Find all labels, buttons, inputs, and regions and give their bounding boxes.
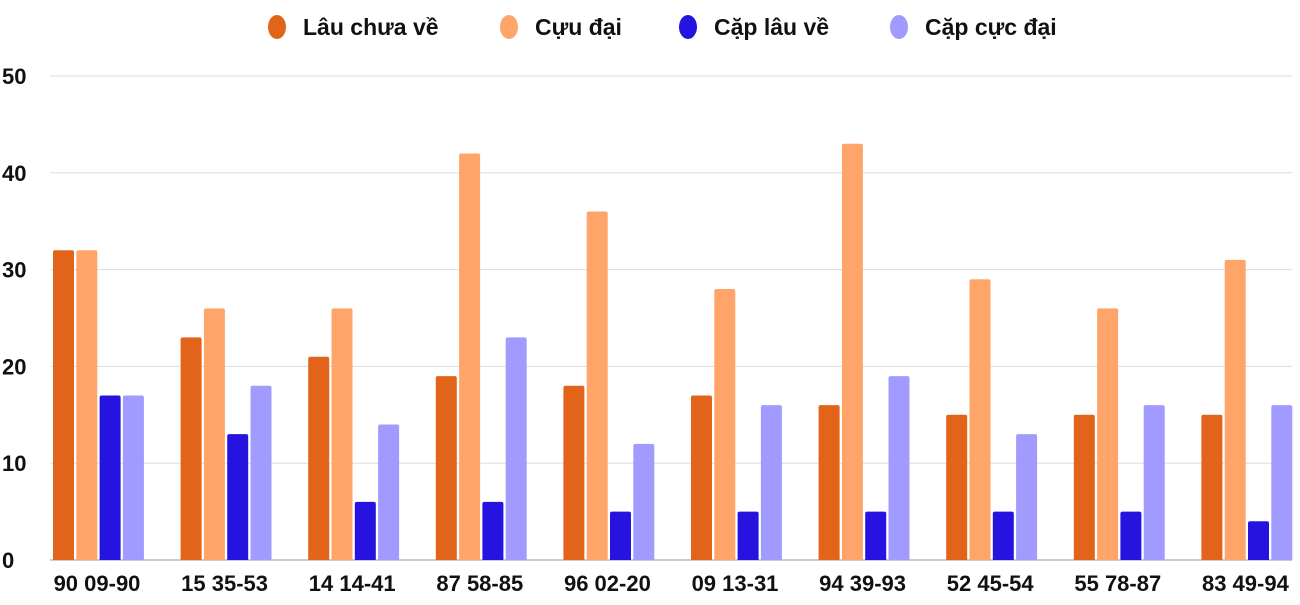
bar-3-3 — [505, 337, 527, 560]
x-tick-label: 90 09-90 — [54, 571, 141, 596]
legend-label: Lâu chưa về — [303, 14, 439, 40]
y-tick-label: 0 — [2, 548, 14, 573]
bar-6-2 — [865, 511, 887, 560]
bar-0-2 — [99, 395, 121, 560]
legend-marker-icon — [679, 15, 697, 39]
y-tick-label: 20 — [2, 354, 26, 379]
bar-8-2 — [1120, 511, 1142, 560]
x-tick-label: 83 49-94 — [1202, 571, 1290, 596]
bar-2-1 — [331, 308, 353, 560]
bar-4-3 — [633, 443, 655, 560]
legend: Lâu chưa về Cựu đại Cặp lâu về Cặp cực đại — [268, 14, 1057, 40]
legend-marker-icon — [890, 15, 908, 39]
bar-0-1 — [76, 250, 98, 561]
bar-6-0 — [818, 405, 840, 560]
y-tick-label: 30 — [2, 258, 26, 283]
bar-6-3 — [888, 376, 910, 560]
y-tick-label: 10 — [2, 451, 26, 476]
bars — [53, 143, 1293, 561]
bar-5-0 — [691, 395, 712, 560]
y-tick-label: 40 — [2, 161, 26, 186]
bar-6-1 — [841, 143, 863, 560]
legend-marker-icon — [500, 15, 518, 39]
x-tick-label: 96 02-20 — [564, 571, 651, 596]
bar-8-1 — [1097, 308, 1119, 560]
bar-1-1 — [203, 308, 225, 560]
x-tick-label: 87 58-85 — [436, 571, 523, 596]
bar-4-2 — [610, 511, 631, 560]
bar-9-0 — [1201, 414, 1223, 560]
bar-3-0 — [435, 376, 457, 560]
bar-8-0 — [1073, 414, 1095, 560]
bar-2-0 — [308, 356, 330, 560]
bar-7-1 — [969, 279, 991, 560]
bar-9-1 — [1224, 259, 1246, 560]
legend-label: Cựu đại — [535, 14, 622, 40]
bar-1-0 — [180, 337, 202, 560]
bar-7-2 — [992, 511, 1014, 560]
legend-marker-icon — [268, 15, 286, 39]
legend-label: Cặp cực đại — [925, 14, 1057, 40]
bar-4-0 — [563, 385, 585, 560]
x-tick-label: 52 45-54 — [947, 571, 1035, 596]
x-tick-label: 09 13-31 — [692, 571, 779, 596]
x-tick-label: 55 78-87 — [1074, 571, 1161, 596]
legend-label: Cặp lâu về — [714, 14, 829, 40]
bar-5-1 — [714, 288, 736, 560]
bar-0-3 — [122, 395, 144, 560]
bar-2-2 — [354, 501, 376, 560]
bar-1-2 — [227, 434, 249, 560]
bar-7-0 — [946, 414, 968, 560]
x-tick-label: 14 14-41 — [309, 571, 396, 596]
x-axis: 90 09-90 15 35-53 14 14-41 87 58-85 96 02-20… — [54, 571, 1290, 596]
bar-7-3 — [1016, 434, 1038, 560]
bar-3-2 — [482, 501, 504, 560]
bar-4-1 — [586, 211, 608, 560]
y-tick-label: 50 — [2, 64, 26, 89]
x-tick-label: 94 39-93 — [819, 571, 906, 596]
y-axis: 0 10 20 30 40 50 — [2, 64, 26, 573]
bar-9-3 — [1271, 405, 1293, 560]
bar-1-3 — [250, 385, 272, 560]
bar-8-3 — [1143, 405, 1165, 560]
bar-5-3 — [760, 405, 782, 560]
bar-5-2 — [737, 511, 759, 560]
bar-0-0 — [53, 250, 74, 561]
bar-3-1 — [459, 153, 481, 560]
bar-9-2 — [1248, 521, 1269, 560]
bar-2-3 — [378, 424, 400, 560]
x-tick-label: 15 35-53 — [181, 571, 268, 596]
